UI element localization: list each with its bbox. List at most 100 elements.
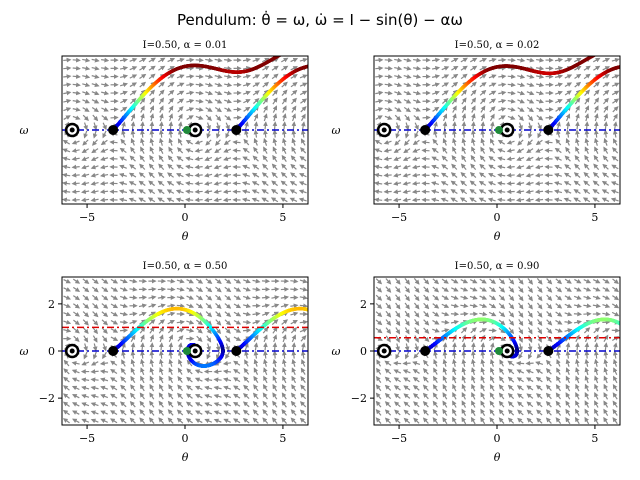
vector-field-arrow xyxy=(100,394,109,399)
vector-field-arrow xyxy=(62,139,71,145)
vector-field-arrow xyxy=(71,385,80,391)
vector-field-arrow xyxy=(431,147,439,154)
vector-field-arrow xyxy=(213,393,222,399)
vector-field-arrow xyxy=(72,402,80,407)
vector-field-arrow xyxy=(82,57,91,63)
vector-field-arrow xyxy=(534,197,544,203)
x-tick-label: −5 xyxy=(391,211,407,224)
vector-field-arrow xyxy=(119,401,127,408)
vector-field-arrow xyxy=(101,319,109,326)
vector-field-arrow xyxy=(536,90,545,96)
vector-field-arrow xyxy=(224,74,233,79)
vector-field-arrow xyxy=(282,367,287,376)
vector-field-arrow xyxy=(204,418,213,424)
vector-field-arrow xyxy=(243,106,251,112)
vector-field-arrow xyxy=(517,139,524,146)
vector-field-arrow xyxy=(100,148,109,153)
vector-field-arrow xyxy=(233,360,241,366)
vector-field-arrow xyxy=(517,90,526,96)
vector-field-arrow xyxy=(176,164,184,170)
vector-field-arrow xyxy=(110,418,118,424)
vector-field-arrow xyxy=(158,408,164,416)
vector-field-arrow xyxy=(91,99,100,104)
vector-field-arrow xyxy=(290,89,298,96)
vector-field-arrow xyxy=(291,113,297,122)
vector-field-arrow xyxy=(178,359,183,367)
vector-field-arrow xyxy=(461,154,467,163)
vector-field-arrow xyxy=(394,82,403,88)
vector-field-arrow xyxy=(394,65,403,71)
vector-field-arrow xyxy=(460,171,467,179)
vector-field-arrow xyxy=(252,409,259,416)
vector-field-arrow xyxy=(100,156,109,162)
vector-field-arrow xyxy=(148,417,155,424)
vector-field-arrow xyxy=(148,73,156,80)
vector-field-arrow xyxy=(262,81,270,88)
vector-field-arrow xyxy=(177,350,183,359)
vector-field-arrow xyxy=(177,129,183,138)
vector-field-arrow xyxy=(148,319,156,325)
vector-field-arrow xyxy=(130,121,136,130)
vector-field-arrow xyxy=(262,155,269,162)
vector-field-arrow xyxy=(612,129,618,138)
vector-field-arrow xyxy=(215,114,222,122)
vector-field-arrow xyxy=(610,189,619,194)
vector-field-arrow xyxy=(73,311,80,317)
vector-field-arrow xyxy=(110,328,119,333)
vector-field-arrow xyxy=(280,189,288,195)
vector-field-arrow xyxy=(168,129,174,138)
vector-field-arrow xyxy=(100,377,109,383)
vector-field-arrow xyxy=(555,106,563,112)
vector-field-arrow xyxy=(451,57,459,63)
vector-field-arrow xyxy=(575,113,580,122)
vector-field-arrow xyxy=(223,164,232,170)
vector-field-arrow xyxy=(129,400,136,408)
vector-field-arrow xyxy=(222,189,232,195)
vector-field-arrow xyxy=(563,181,572,186)
vector-field-arrow xyxy=(556,129,561,138)
vector-field-arrow xyxy=(262,97,269,105)
vector-field-arrow xyxy=(222,197,232,203)
vector-field-arrow xyxy=(272,408,278,416)
vector-field-arrow xyxy=(394,107,402,112)
vector-field-arrow xyxy=(63,57,72,63)
vector-field-arrow xyxy=(81,418,90,424)
vector-field-arrow xyxy=(118,181,128,186)
vector-field-arrow xyxy=(487,189,496,194)
vector-field-arrow xyxy=(411,172,421,178)
vector-field-arrow xyxy=(393,197,402,203)
vector-field-arrow xyxy=(594,137,599,146)
vector-field-arrow xyxy=(299,286,308,292)
vector-field-arrow xyxy=(129,90,137,96)
vector-field-arrow xyxy=(186,303,195,308)
vector-field-arrow xyxy=(516,189,525,195)
vector-field-arrow xyxy=(402,172,411,178)
vector-field-arrow xyxy=(261,189,269,195)
vector-field-arrow xyxy=(479,89,487,96)
vector-field-arrow xyxy=(469,189,477,195)
vector-field-arrow xyxy=(393,189,402,195)
vector-field-arrow xyxy=(487,197,496,203)
vector-field-arrow xyxy=(214,57,223,63)
vector-field-arrow xyxy=(442,138,448,146)
vector-field-arrow xyxy=(612,147,619,154)
vector-field-arrow xyxy=(584,129,590,138)
vector-field-arrow xyxy=(149,334,155,343)
vector-field-arrow xyxy=(223,377,232,383)
vector-field-arrow xyxy=(215,286,222,293)
vector-field-arrow xyxy=(168,342,174,351)
vector-field-arrow xyxy=(205,311,213,318)
vector-field-arrow xyxy=(185,393,193,399)
vector-field-arrow xyxy=(535,156,544,162)
vector-field-arrow xyxy=(91,90,100,96)
vector-field-arrow xyxy=(451,73,459,80)
vector-field-arrow xyxy=(157,197,165,203)
vector-field-arrow xyxy=(81,385,90,391)
vector-field-arrow xyxy=(402,197,411,203)
vector-field-arrow xyxy=(63,295,71,300)
vector-field-arrow xyxy=(213,181,222,186)
vector-field-arrow xyxy=(262,89,269,96)
vector-field-arrow xyxy=(497,148,506,153)
vector-field-arrow xyxy=(71,361,80,366)
